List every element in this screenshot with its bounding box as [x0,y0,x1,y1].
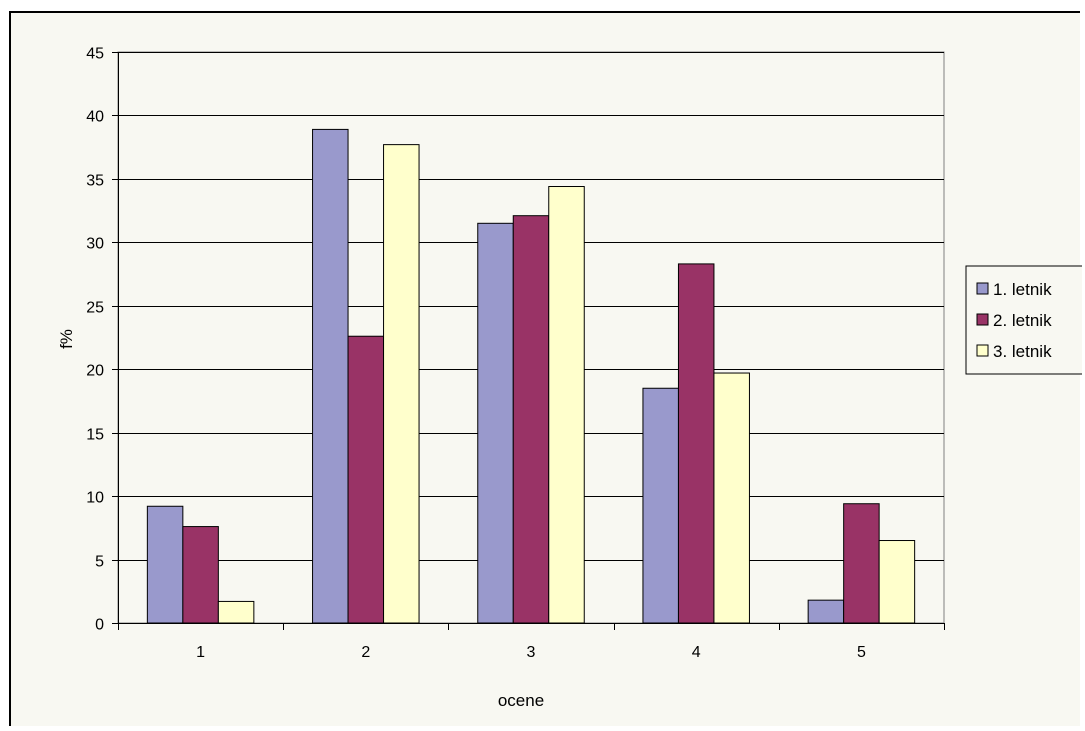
x-tick-label: 2 [361,644,370,661]
legend-label: 2. letnik [993,311,1052,330]
bars [146,128,916,624]
x-tick-label: 1 [196,644,205,661]
bar [843,503,880,624]
bar [713,372,750,624]
y-tick-label: 45 [86,46,104,63]
y-tick-label: 5 [95,554,104,571]
legend-swatch [976,282,989,295]
bar [807,599,845,624]
bar [312,128,349,624]
legend-label: 1. letnik [993,280,1052,299]
bar [182,526,219,624]
bar [383,144,420,624]
y-tick-labels: 0 5 10 15 20 25 30 35 40 45 [86,46,104,634]
y-tick-label: 40 [86,109,104,126]
axes [112,52,945,630]
y-tick-label: 20 [86,363,104,380]
bar [217,600,255,624]
y-tick-label: 25 [86,300,104,317]
legend-swatch [976,313,989,326]
x-tick-label: 5 [857,644,866,661]
bar [642,387,679,624]
y-tick-label: 0 [95,617,104,634]
bar [347,335,385,624]
bar [512,215,550,624]
bar [878,540,916,624]
x-tick-labels: 1 2 3 4 5 [196,644,866,661]
y-tick-label: 10 [86,490,104,507]
legend: 1. letnik 2. letnik 3. letnik [965,265,1082,375]
y-tick-label: 15 [86,427,104,444]
bar [677,263,715,624]
bar [146,505,184,624]
x-axis-title: ocene [498,691,544,710]
bar [548,186,585,624]
bar [477,222,514,624]
x-tick-label: 3 [527,644,536,661]
x-tick-label: 4 [692,644,701,661]
y-axis-title: f% [57,329,76,349]
legend-swatch [976,344,989,357]
legend-label: 3. letnik [993,342,1052,361]
y-tick-label: 30 [86,236,104,253]
y-tick-label: 35 [86,173,104,190]
